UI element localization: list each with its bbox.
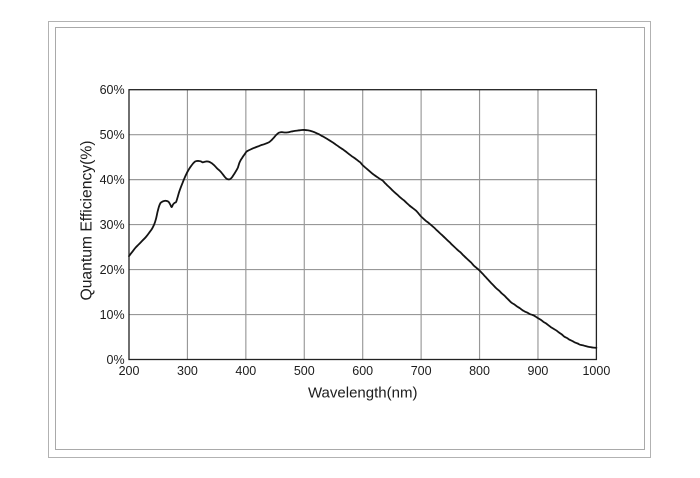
svg-text:1000: 1000 xyxy=(582,364,610,378)
svg-text:400: 400 xyxy=(235,364,256,378)
svg-text:50%: 50% xyxy=(100,128,125,142)
svg-text:10%: 10% xyxy=(100,308,125,322)
svg-text:Quantum Efficiency(%): Quantum Efficiency(%) xyxy=(79,141,96,301)
svg-text:60%: 60% xyxy=(100,83,125,97)
svg-text:800: 800 xyxy=(469,364,490,378)
svg-text:Wavelength(nm): Wavelength(nm) xyxy=(308,385,417,402)
svg-text:700: 700 xyxy=(411,364,432,378)
svg-text:500: 500 xyxy=(294,364,315,378)
svg-text:900: 900 xyxy=(528,364,549,378)
svg-text:30%: 30% xyxy=(100,218,125,232)
svg-text:300: 300 xyxy=(177,364,198,378)
svg-text:20%: 20% xyxy=(100,263,125,277)
svg-text:600: 600 xyxy=(352,364,373,378)
svg-text:200: 200 xyxy=(119,364,140,378)
svg-text:40%: 40% xyxy=(100,173,125,187)
svg-text:0%: 0% xyxy=(107,353,125,367)
